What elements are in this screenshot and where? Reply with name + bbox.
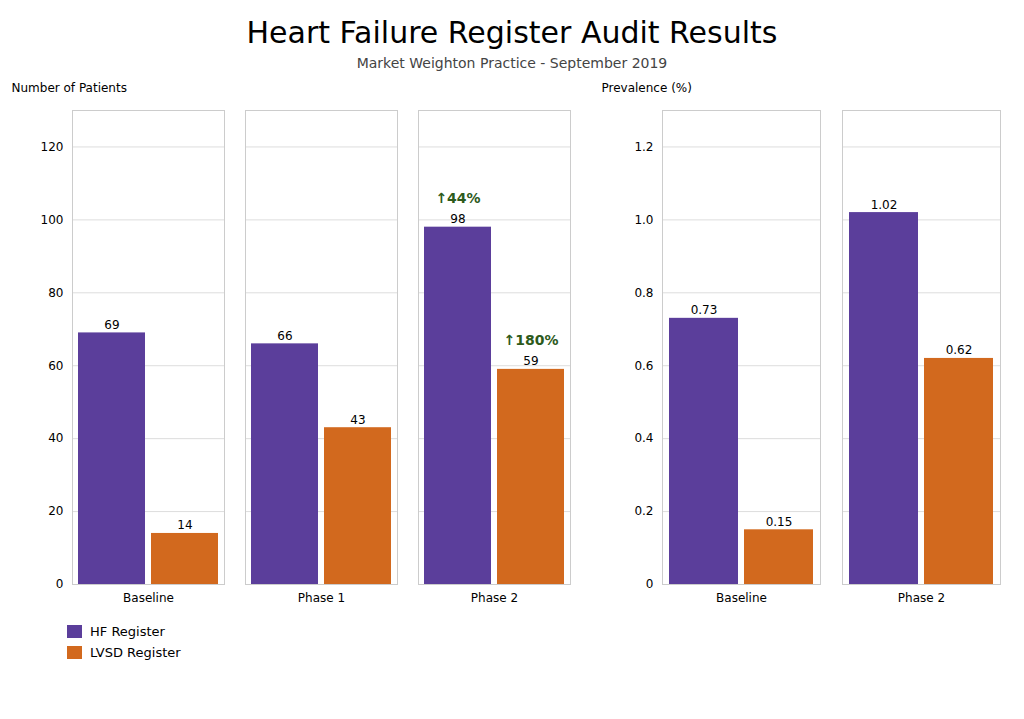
svg-text:Baseline: Baseline bbox=[716, 591, 767, 605]
svg-text:98: 98 bbox=[450, 212, 465, 226]
svg-text:0.8: 0.8 bbox=[634, 286, 653, 300]
svg-text:Phase 2: Phase 2 bbox=[898, 591, 945, 605]
svg-text:1.2: 1.2 bbox=[634, 140, 653, 154]
svg-text:0.73: 0.73 bbox=[691, 303, 718, 317]
svg-text:0: 0 bbox=[646, 577, 654, 591]
svg-text:20: 20 bbox=[48, 504, 63, 518]
svg-text:0.15: 0.15 bbox=[766, 515, 793, 529]
svg-text:0.62: 0.62 bbox=[946, 343, 973, 357]
svg-text:66: 66 bbox=[277, 329, 292, 343]
svg-text:↑180%: ↑180% bbox=[504, 332, 559, 348]
html-text:LVSD Register: LVSD Register bbox=[90, 645, 181, 660]
svg-text:Number of Patients: Number of Patients bbox=[12, 81, 127, 95]
svg-text:120: 120 bbox=[41, 140, 64, 154]
svg-text:Phase 1: Phase 1 bbox=[298, 591, 345, 605]
svg-text:60: 60 bbox=[48, 359, 63, 373]
svg-text:0.2: 0.2 bbox=[634, 504, 653, 518]
html-text:HF Register: HF Register bbox=[90, 624, 165, 639]
html-text:Market Weighton Practice - Sep: Market Weighton Practice - September 201… bbox=[356, 55, 668, 71]
svg-text:100: 100 bbox=[41, 213, 64, 227]
svg-text:69: 69 bbox=[104, 318, 119, 332]
svg-text:0.4: 0.4 bbox=[634, 431, 653, 445]
svg-text:Prevalence (%): Prevalence (%) bbox=[602, 81, 692, 95]
svg-text:Phase 2: Phase 2 bbox=[471, 591, 518, 605]
svg-text:14: 14 bbox=[177, 518, 192, 532]
html-text:Heart Failure Register Audit R: Heart Failure Register Audit Results bbox=[246, 15, 778, 50]
svg-text:0.6: 0.6 bbox=[634, 359, 653, 373]
svg-text:1.02: 1.02 bbox=[871, 198, 898, 212]
svg-text:59: 59 bbox=[523, 354, 538, 368]
svg-text:↑44%: ↑44% bbox=[435, 190, 480, 206]
svg-text:0: 0 bbox=[56, 577, 64, 591]
svg-text:40: 40 bbox=[48, 431, 63, 445]
svg-text:1.0: 1.0 bbox=[634, 213, 653, 227]
svg-text:43: 43 bbox=[350, 413, 365, 427]
svg-text:80: 80 bbox=[48, 286, 63, 300]
svg-text:Baseline: Baseline bbox=[123, 591, 174, 605]
